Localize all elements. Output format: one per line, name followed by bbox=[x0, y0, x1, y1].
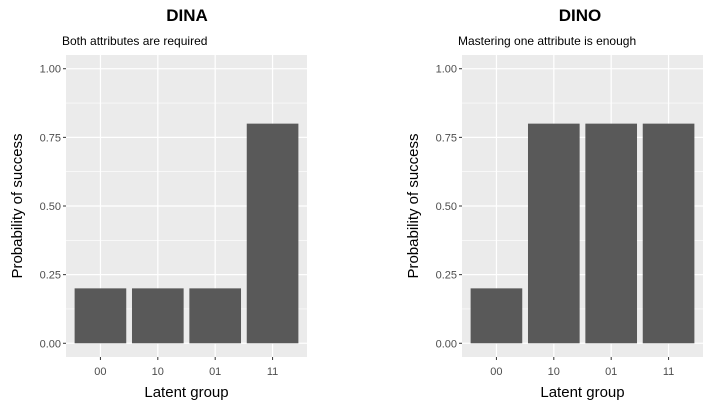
y-tick-label: 0.00 bbox=[436, 338, 457, 350]
x-tick-label: 10 bbox=[548, 366, 560, 378]
bar-01 bbox=[189, 288, 242, 344]
panel-dina: DINA Both attributes are required 0.00 0.25… bbox=[9, 6, 307, 401]
x-tick-label: 10 bbox=[152, 366, 164, 378]
y-axis-label: Probability of success bbox=[405, 133, 422, 278]
y-axis-label: Probability of success bbox=[9, 133, 26, 278]
x-tick-label: 01 bbox=[209, 366, 221, 378]
x-axis-label: Latent group bbox=[144, 384, 228, 401]
y-tick-label: 1.00 bbox=[436, 64, 457, 76]
chart-subtitle: Mastering one attribute is enough bbox=[458, 34, 636, 48]
y-tick-label: 0.25 bbox=[436, 270, 457, 282]
y-tick-label: 0.50 bbox=[436, 201, 457, 213]
bar-10 bbox=[131, 288, 184, 344]
y-tick-label: 0.25 bbox=[40, 270, 61, 282]
x-axis-label: Latent group bbox=[540, 384, 624, 401]
chart-subtitle: Both attributes are required bbox=[62, 34, 207, 48]
y-tick-label: 0.00 bbox=[40, 338, 61, 350]
y-tick-label: 0.75 bbox=[40, 132, 61, 144]
chart-title: DINO bbox=[559, 6, 602, 25]
x-tick-label: 01 bbox=[605, 366, 617, 378]
x-tick-label: 11 bbox=[663, 366, 674, 378]
y-tick-label: 1.00 bbox=[40, 64, 61, 76]
y-tick-label: 0.50 bbox=[40, 201, 61, 213]
bar-01 bbox=[585, 123, 638, 344]
bar-10 bbox=[527, 123, 580, 344]
x-tick-label: 00 bbox=[490, 366, 502, 378]
y-tick-label: 0.75 bbox=[436, 132, 457, 144]
x-tick-label: 00 bbox=[94, 366, 106, 378]
bar-00 bbox=[74, 288, 127, 344]
x-tick-label: 11 bbox=[267, 366, 278, 378]
chart-title: DINA bbox=[166, 6, 208, 25]
bar-00 bbox=[470, 288, 523, 344]
panel-dino: DINO Mastering one attribute is enough 0.0… bbox=[405, 6, 703, 401]
bar-11 bbox=[246, 123, 299, 344]
bar-11 bbox=[642, 123, 695, 344]
